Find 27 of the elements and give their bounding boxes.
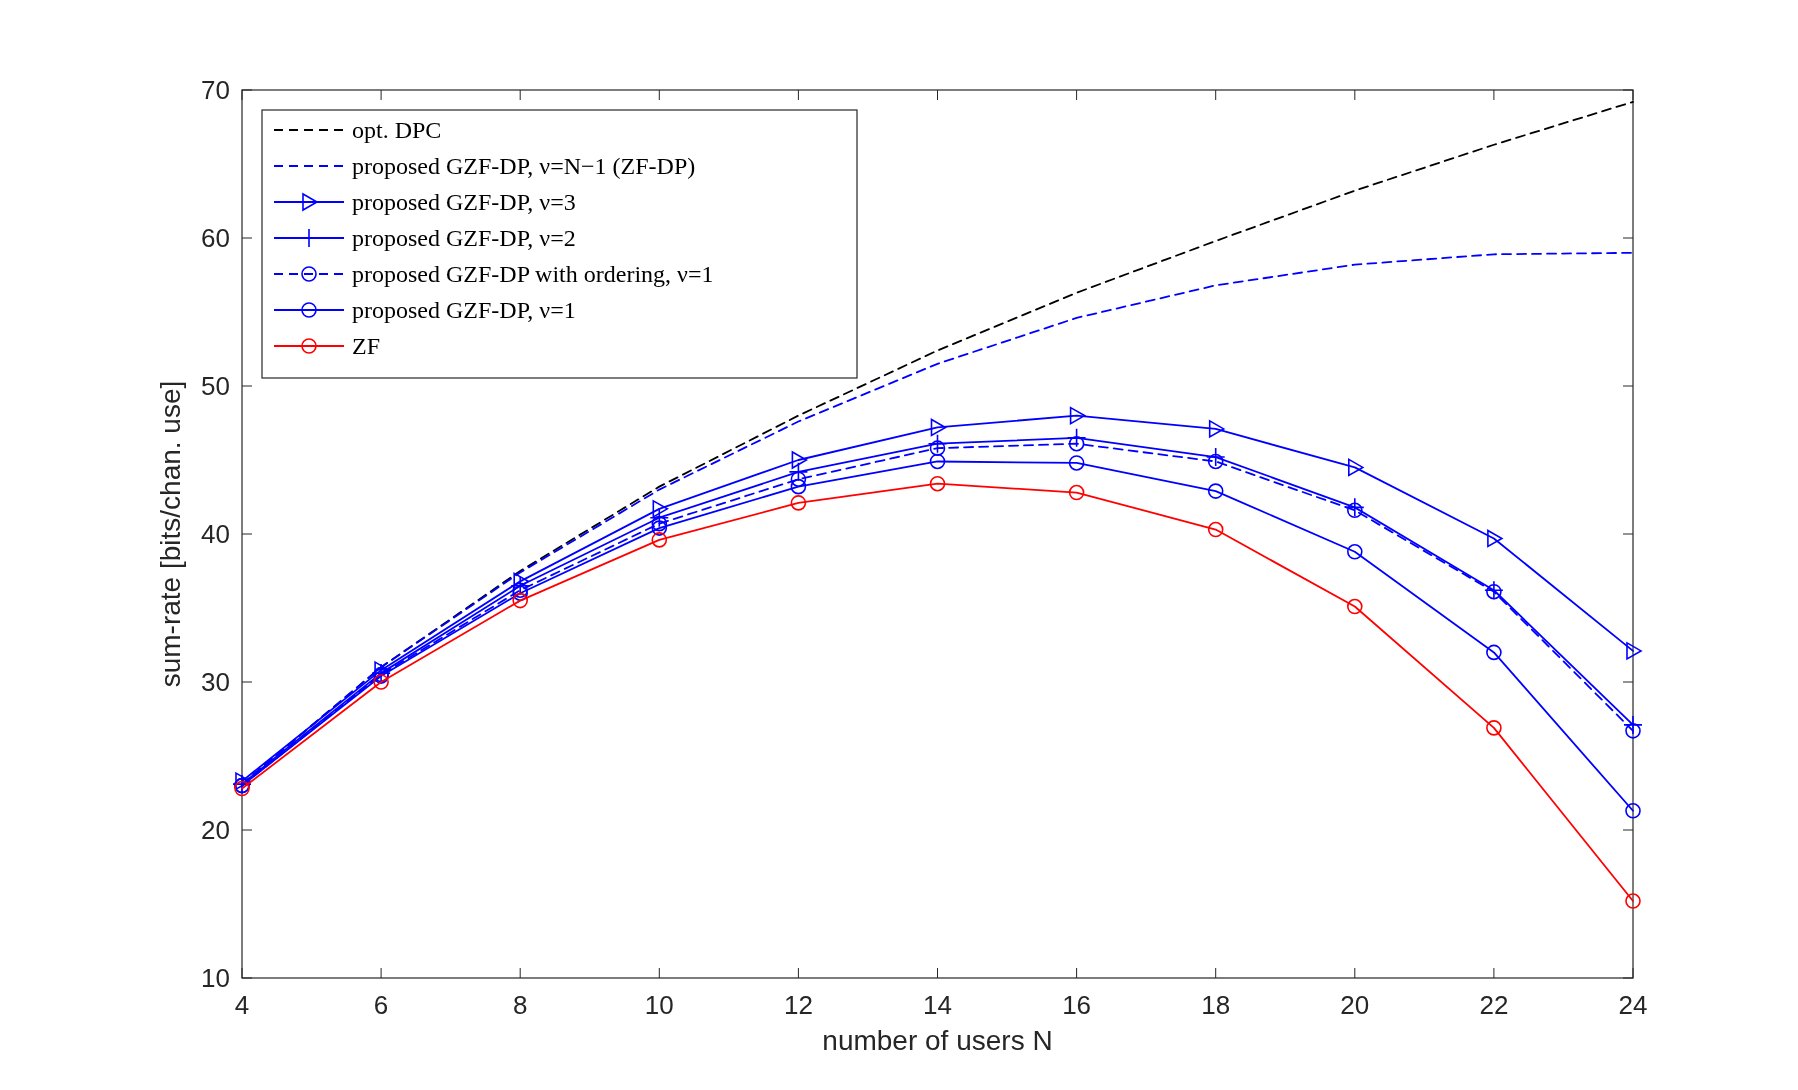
y-tick-label: 40 — [201, 519, 230, 549]
x-tick-label: 10 — [644, 990, 674, 1020]
x-tick-label: 6 — [373, 990, 389, 1020]
y-tick-label: 20 — [201, 815, 230, 845]
y-tick-label: 50 — [201, 371, 230, 401]
x-tick-label: 18 — [1201, 990, 1231, 1020]
x-tick-label: 16 — [1062, 990, 1092, 1020]
x-tick-label: 20 — [1340, 990, 1370, 1020]
x-tick-label: 14 — [923, 990, 952, 1020]
x-tick-label: 22 — [1479, 990, 1509, 1020]
x-tick-label: 4 — [234, 990, 250, 1020]
y-axis-title: sum-rate [bits/chan. use] — [155, 380, 186, 688]
legend-label: proposed GZF-DP, ν=3 — [352, 189, 576, 215]
legend-label: proposed GZF-DP with ordering, ν=1 — [352, 261, 714, 287]
y-tick-label: 70 — [201, 75, 230, 105]
x-axis-title: number of users N — [822, 1025, 1053, 1056]
y-tick-label: 60 — [201, 223, 230, 253]
x-tick-label: 24 — [1618, 990, 1648, 1020]
legend-label: proposed GZF-DP, ν=N−1 (ZF-DP) — [352, 153, 696, 179]
legend-label: opt. DPC — [352, 117, 442, 143]
x-tick-label: 12 — [783, 990, 813, 1020]
legend-label: proposed GZF-DP, ν=1 — [352, 297, 576, 323]
legend-label: proposed GZF-DP, ν=2 — [352, 225, 576, 251]
x-tick-label: 8 — [512, 990, 528, 1020]
legend-label: ZF — [352, 333, 381, 359]
y-tick-label: 10 — [201, 963, 230, 993]
y-tick-label: 30 — [201, 667, 230, 697]
